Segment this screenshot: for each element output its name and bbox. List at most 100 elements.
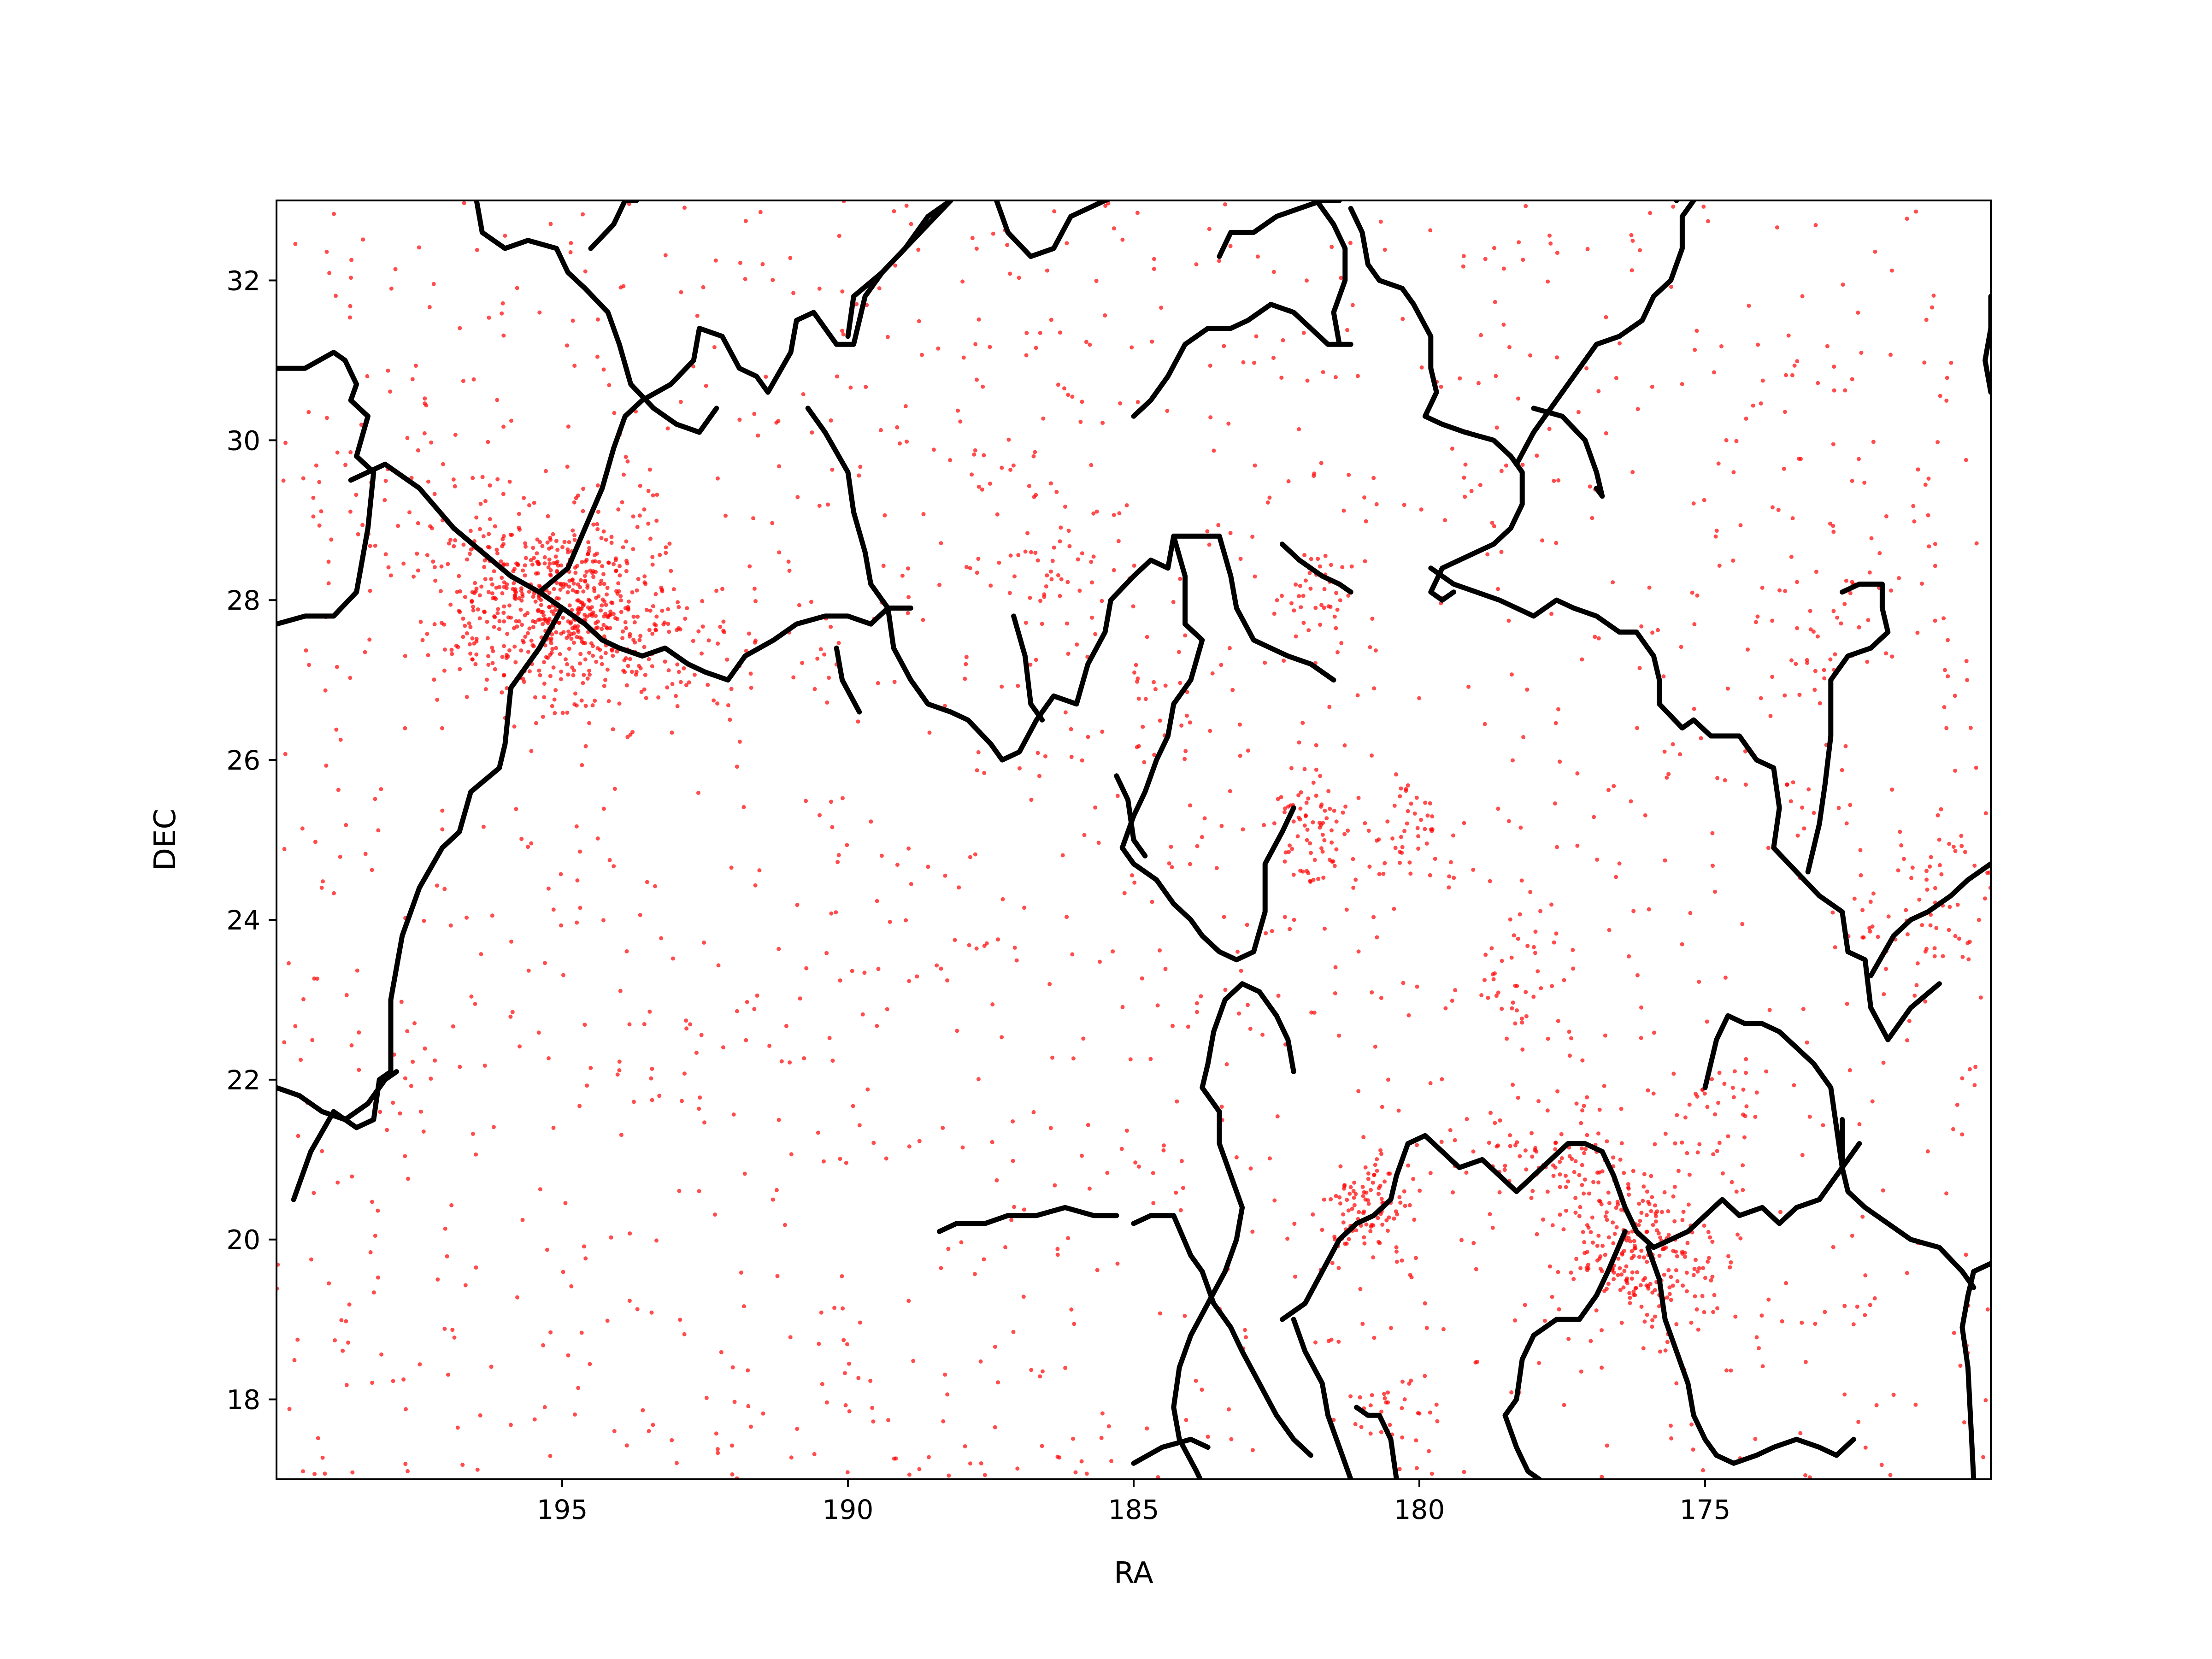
galaxy-point (501, 534, 506, 538)
galaxy-point (502, 619, 506, 624)
galaxy-point (524, 556, 528, 560)
galaxy-point (1223, 202, 1227, 206)
galaxy-point (1188, 862, 1192, 866)
galaxy-point (1596, 1180, 1601, 1185)
galaxy-point (1619, 1272, 1624, 1277)
galaxy-point (941, 1419, 946, 1424)
galaxy-point (1368, 1431, 1373, 1436)
galaxy-point (1275, 598, 1279, 602)
galaxy-point (348, 676, 353, 680)
galaxy-point (1717, 1071, 1722, 1075)
galaxy-point (1547, 427, 1552, 431)
galaxy-point (1551, 1174, 1556, 1178)
galaxy-point (1712, 370, 1716, 375)
galaxy-point (448, 537, 453, 542)
galaxy-point (1702, 1091, 1707, 1096)
galaxy-point (1447, 874, 1452, 879)
galaxy-point (1916, 467, 1920, 472)
galaxy-point (403, 654, 407, 658)
galaxy-point (978, 1359, 983, 1364)
galaxy-point (571, 581, 576, 586)
x-tick-label: 190 (823, 1494, 874, 1525)
galaxy-point (479, 584, 484, 589)
galaxy-point (373, 797, 377, 801)
galaxy-point (442, 647, 447, 652)
galaxy-point (650, 631, 655, 636)
galaxy-point (1170, 865, 1174, 870)
galaxy-point (1361, 1211, 1365, 1215)
galaxy-point (697, 1189, 701, 1194)
galaxy-point (509, 939, 513, 944)
galaxy-point (1626, 1235, 1631, 1240)
galaxy-point (729, 687, 734, 691)
galaxy-point (608, 612, 613, 617)
galaxy-point (1130, 873, 1135, 877)
galaxy-point (851, 1104, 855, 1108)
galaxy-point (1084, 340, 1088, 344)
galaxy-point (1401, 981, 1406, 985)
galaxy-point (1674, 1268, 1678, 1272)
galaxy-point (1857, 457, 1861, 461)
galaxy-point (1535, 453, 1539, 458)
galaxy-point (1641, 1255, 1646, 1260)
galaxy-point (1945, 376, 1949, 380)
galaxy-point (665, 685, 670, 690)
galaxy-point (1412, 811, 1417, 816)
galaxy-point (1974, 765, 1978, 770)
filament-5 (276, 1069, 399, 1122)
galaxy-point (449, 647, 454, 652)
galaxy-point (463, 595, 467, 600)
galaxy-point (1852, 896, 1857, 901)
galaxy-point (1656, 1231, 1661, 1235)
galaxy-point (1836, 806, 1841, 810)
galaxy-point (1100, 1411, 1105, 1416)
galaxy-point (550, 704, 554, 708)
galaxy-point (996, 937, 1000, 942)
galaxy-point (1850, 1234, 1854, 1238)
galaxy-point (1174, 1190, 1178, 1195)
galaxy-point (1027, 484, 1031, 488)
galaxy-point (489, 1365, 494, 1369)
galaxy-point (1591, 1180, 1596, 1184)
galaxy-point (518, 607, 523, 612)
galaxy-point (547, 591, 552, 595)
galaxy-point (1744, 1071, 1748, 1075)
galaxy-point (1493, 1121, 1497, 1125)
galaxy-point (1328, 806, 1332, 811)
galaxy-point (702, 1120, 706, 1125)
galaxy-point (299, 1058, 303, 1062)
galaxy-point (314, 463, 318, 468)
galaxy-point (383, 479, 388, 483)
galaxy-point (622, 658, 627, 663)
galaxy-point (329, 537, 334, 542)
galaxy-point (1423, 1301, 1427, 1306)
galaxy-point (1944, 398, 1949, 403)
galaxy-point (1928, 923, 1933, 928)
galaxy-point (840, 796, 845, 800)
galaxy-point (505, 632, 510, 636)
galaxy-point (1723, 778, 1727, 782)
galaxy-point (1363, 821, 1367, 825)
galaxy-point (376, 1275, 380, 1280)
galaxy-point (1726, 1254, 1730, 1259)
galaxy-point (530, 619, 535, 624)
galaxy-point (700, 624, 705, 629)
galaxy-point (461, 635, 465, 639)
galaxy-point (984, 941, 989, 946)
galaxy-point (1644, 1213, 1649, 1218)
galaxy-point (1080, 758, 1084, 763)
galaxy-point (624, 455, 628, 459)
galaxy-point (1398, 794, 1402, 799)
galaxy-point (601, 806, 606, 811)
galaxy-point (1579, 1146, 1584, 1151)
galaxy-point (1637, 1201, 1641, 1206)
galaxy-point (1241, 827, 1245, 832)
galaxy-point (571, 641, 576, 645)
galaxy-point (1625, 1276, 1630, 1281)
galaxy-point (1490, 1225, 1495, 1230)
galaxy-point (885, 1007, 889, 1012)
galaxy-point (1614, 875, 1618, 879)
galaxy-point (1831, 442, 1835, 447)
galaxy-point (1648, 211, 1653, 215)
galaxy-point (646, 521, 651, 526)
